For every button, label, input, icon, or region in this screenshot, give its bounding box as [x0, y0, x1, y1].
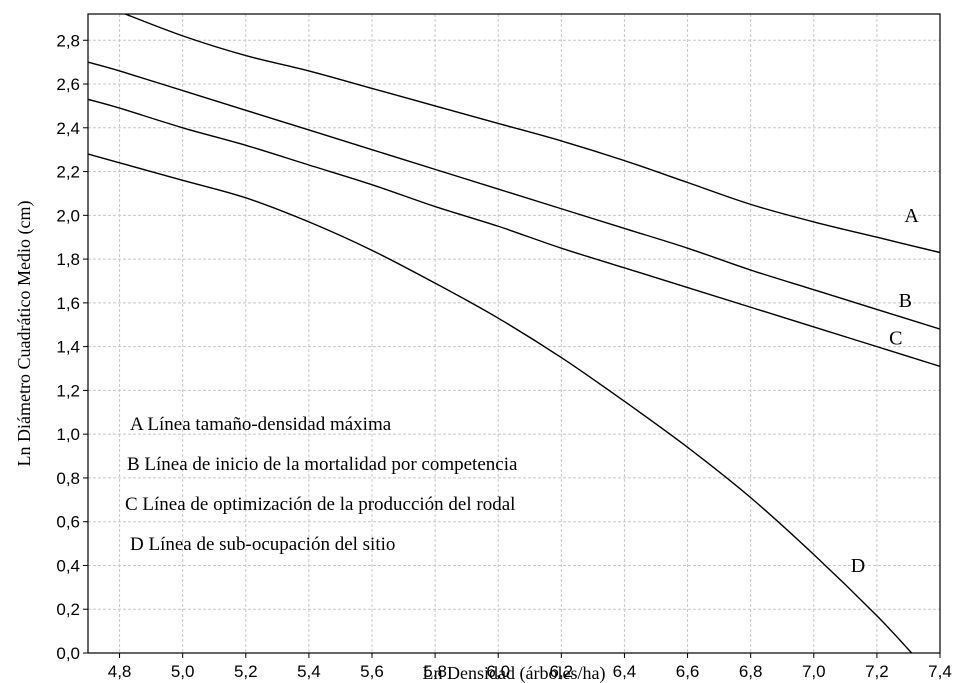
y-tick-label: 1,2 [56, 381, 80, 400]
curve-label-c: C [889, 327, 902, 349]
y-tick-label: 0,2 [56, 600, 80, 619]
x-tick-label: 6,8 [739, 662, 763, 681]
grid [88, 14, 941, 654]
y-tick-label: 2,6 [56, 75, 80, 94]
curve-label-d: D [851, 555, 865, 577]
y-tick-label: 1,6 [56, 294, 80, 313]
annotation-3: C Línea de optimización de la producción… [125, 494, 515, 515]
x-tick-label: 4,8 [108, 662, 132, 681]
series-line-b [88, 61, 940, 330]
x-tick-label: 5,6 [360, 662, 384, 681]
x-tick-label: 7,0 [802, 662, 826, 681]
curve-label-b: B [899, 290, 912, 312]
annotation-2: B Línea de inicio de la mortalidad por c… [127, 454, 518, 475]
series-line-d [88, 153, 913, 653]
y-tick-label: 1,8 [56, 250, 80, 269]
y-tick-label: 0,4 [56, 556, 80, 575]
x-tick-label: 7,2 [865, 662, 889, 681]
series-line-a [123, 14, 940, 254]
x-tick-label: 6,2 [550, 662, 574, 681]
curves [88, 14, 940, 653]
annotation-1: A Línea tamaño-densidad máxima [130, 414, 392, 435]
annotation-4: D Línea de sub-ocupación del sitio [130, 534, 395, 555]
plot-area-border [87, 13, 941, 654]
y-tick-label: 0,6 [56, 513, 80, 532]
x-axis-label: Ln Densidad (árboles/ha) [423, 663, 606, 683]
y-tick-label: 0,0 [56, 644, 80, 663]
x-tick-label: 6,4 [613, 662, 637, 681]
x-tick-label: 5,0 [171, 662, 195, 681]
y-tick-label: 1,4 [56, 338, 80, 357]
x-tick-label: 7,4 [928, 662, 952, 681]
x-tick-label: 6,0 [486, 662, 510, 681]
x-tick-label: 5,4 [297, 662, 321, 681]
y-tick-label: 2,4 [56, 119, 80, 138]
x-tick-label: 6,6 [676, 662, 700, 681]
y-tick-label: 2,0 [56, 206, 80, 225]
axis-ticks: 4,8 5,0 5,2 5,4 5,6 5,8 6,0 6,2 6,4 6,6 6,8 7,0 7,2 7… [56, 31, 951, 681]
y-tick-label: 0,8 [56, 469, 80, 488]
y-tick-label: 1,0 [56, 425, 80, 444]
y-axis-label: Ln Diámetro Cuadrático Medio (cm) [14, 201, 35, 467]
x-tick-label: 5,2 [234, 662, 258, 681]
x-tick-label: 5,8 [423, 662, 447, 681]
curve-label-a: A [904, 205, 919, 227]
y-tick-label: 2,2 [56, 163, 80, 182]
legend-annotations: A Línea tamaño-densidad máxima B Línea de… [125, 414, 518, 555]
y-tick-label: 2,8 [56, 31, 80, 50]
series-line-c [88, 98, 940, 367]
curve-labels: A BC D [851, 205, 920, 577]
